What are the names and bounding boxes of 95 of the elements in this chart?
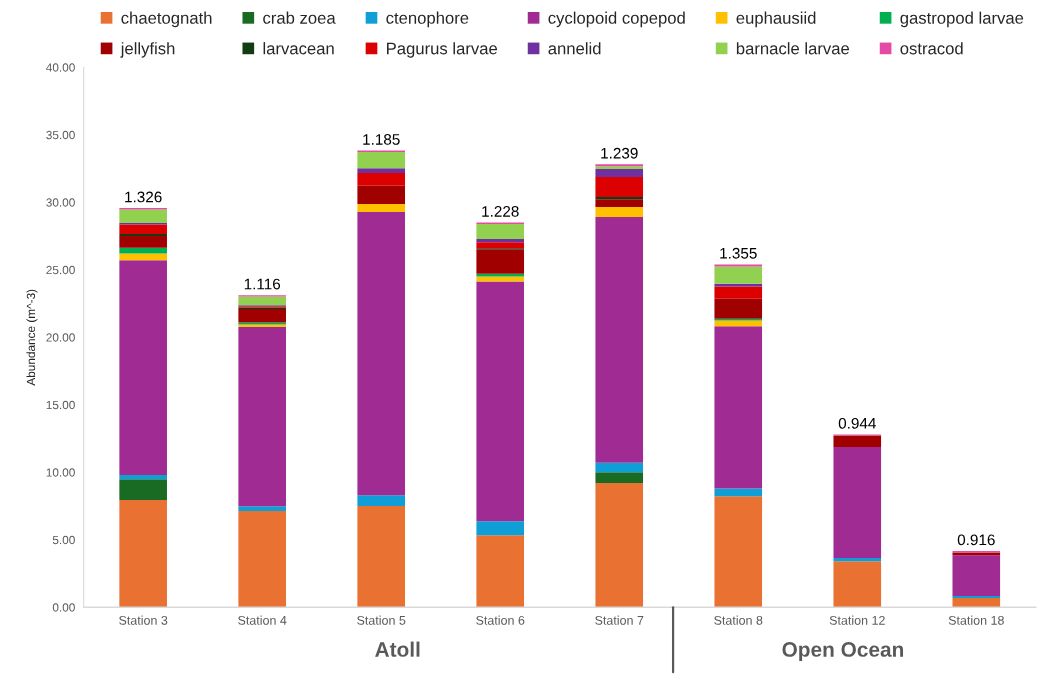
y-tick-label: 35.00	[46, 130, 75, 140]
bar	[595, 199, 644, 208]
legend-label: jellyfish	[120, 42, 175, 58]
bar	[476, 224, 525, 240]
bar	[595, 472, 644, 484]
bar	[952, 555, 1001, 596]
bar	[833, 447, 882, 558]
bar	[119, 247, 167, 254]
bar	[119, 479, 167, 500]
bar	[476, 239, 525, 243]
bar	[119, 474, 167, 480]
bar	[357, 506, 406, 608]
bar	[476, 242, 525, 249]
bar	[714, 496, 763, 608]
legend-label: ctenophore	[386, 11, 469, 28]
bar	[119, 260, 167, 475]
y-tick-label: 0.00	[52, 603, 75, 612]
bar	[238, 511, 286, 608]
bar	[238, 309, 286, 323]
bar	[357, 172, 406, 186]
bar	[714, 266, 763, 284]
annotation: 1.326	[125, 191, 162, 203]
legend-label: ostracod	[900, 42, 963, 55]
legend-label: Pagurus larvae	[387, 42, 498, 58]
y-axis-title: Abundance (m^-3)	[26, 289, 38, 386]
bar	[595, 217, 644, 463]
bar	[119, 236, 167, 248]
y-tick-label: 15.00	[46, 400, 75, 410]
y-tick-label: 20.00	[46, 333, 75, 342]
annotation: 0.916	[957, 534, 995, 546]
y-tick-label: 5.00	[52, 535, 75, 545]
bar	[119, 234, 167, 237]
text: Open Ocean	[782, 642, 904, 661]
y-tick-label: 40.00	[46, 63, 75, 72]
annotation: 1.239	[601, 147, 638, 159]
bar	[476, 281, 525, 522]
bar	[119, 224, 167, 235]
y-tick-label: 30.00	[46, 198, 75, 207]
x-tick-label: Station 5	[357, 615, 406, 625]
bar	[595, 462, 644, 473]
bar	[595, 177, 644, 198]
x-tick-label: Station 18	[948, 615, 1004, 625]
bar	[714, 320, 763, 327]
legend-label: cyclopoid copepod	[548, 11, 685, 28]
bar	[714, 326, 763, 489]
text: Atoll	[375, 641, 420, 657]
legend-label: chaetognath	[121, 11, 212, 28]
bar	[476, 535, 525, 608]
bar	[238, 296, 286, 306]
bar	[833, 561, 882, 608]
legend-label: gastropod larvae	[900, 11, 1024, 28]
bar	[357, 185, 406, 205]
bar	[714, 286, 763, 299]
legend-label: euphausiid	[736, 11, 816, 28]
legend-label: crab zoea	[263, 11, 336, 24]
x-tick-label: Station 12	[829, 615, 885, 625]
bar	[714, 298, 763, 319]
bar	[952, 597, 1001, 608]
bar	[119, 209, 167, 223]
x-tick-label: Station 3	[119, 615, 168, 625]
bar	[119, 253, 167, 261]
bar	[357, 212, 406, 496]
bar	[238, 327, 286, 507]
bar	[476, 521, 525, 536]
bar	[833, 435, 882, 448]
y-tick-label: 25.00	[46, 265, 75, 275]
x-tick-label: Station 7	[595, 615, 644, 625]
annotation: 1.228	[482, 206, 519, 217]
x-tick-label: Station 4	[238, 615, 287, 625]
bar	[714, 488, 763, 497]
bar	[119, 499, 167, 608]
bar	[595, 168, 644, 178]
bar	[714, 264, 763, 267]
bar	[952, 595, 1001, 598]
annotation: 1.355	[720, 247, 757, 259]
bar	[476, 273, 525, 277]
annotation: 1.116	[244, 278, 281, 290]
bar	[476, 249, 525, 274]
annotation: 0.944	[838, 417, 876, 429]
annotation: 1.185	[363, 134, 400, 145]
bar	[357, 495, 406, 507]
legend-label: barnacle larvae	[736, 42, 850, 55]
x-tick-label: Station 8	[714, 615, 763, 625]
bar	[833, 558, 882, 562]
bar	[595, 207, 644, 217]
legend-label: annelid	[548, 42, 601, 55]
y-tick-label: 10.00	[46, 468, 75, 477]
bar	[476, 276, 525, 282]
bar	[357, 204, 406, 213]
bar	[357, 168, 406, 173]
bar	[357, 151, 406, 169]
bar	[238, 506, 286, 512]
x-tick-label: Station 6	[476, 615, 525, 625]
legend-label: larvacean	[263, 42, 334, 55]
bar	[595, 483, 644, 608]
